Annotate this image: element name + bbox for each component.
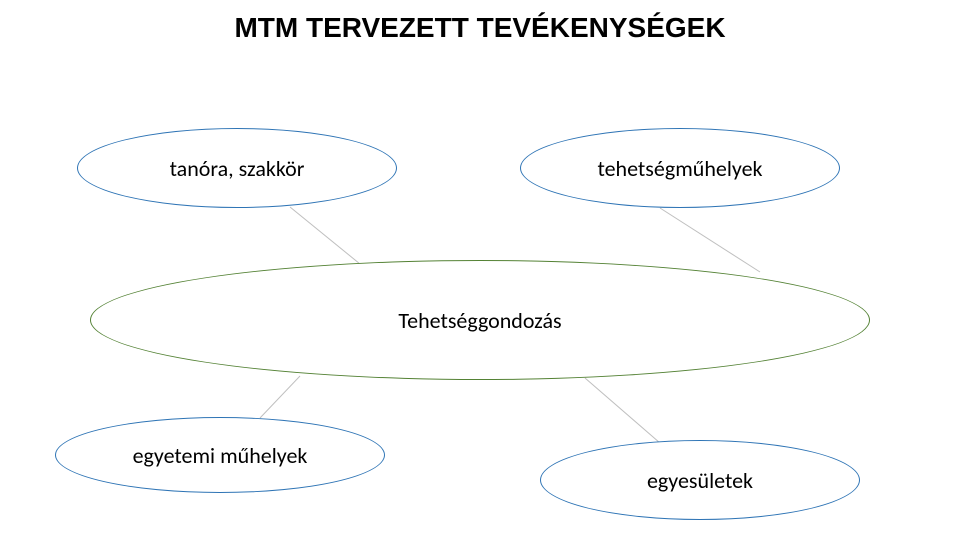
node-tanora: tanóra, szakkör bbox=[77, 128, 397, 208]
node-egyesuletek-label: egyesületek bbox=[647, 467, 753, 494]
node-tehetsegmuhelyek: tehetségműhelyek bbox=[520, 128, 840, 208]
connector-line bbox=[585, 378, 660, 443]
node-tanora-label: tanóra, szakkör bbox=[170, 155, 305, 182]
node-egyetemi: egyetemi műhelyek bbox=[55, 417, 385, 493]
page-title: MTM TERVEZETT TEVÉKENYSÉGEK bbox=[0, 12, 960, 44]
connector-line bbox=[290, 207, 360, 264]
node-egyetemi-label: egyetemi műhelyek bbox=[133, 442, 308, 469]
node-tehetsegmuhelyek-label: tehetségműhelyek bbox=[597, 155, 762, 182]
page-title-text: MTM TERVEZETT TEVÉKENYSÉGEK bbox=[234, 12, 725, 43]
node-center: Tehetséggondozás bbox=[90, 260, 870, 380]
connector-line bbox=[660, 208, 760, 272]
node-center-label: Tehetséggondozás bbox=[398, 307, 561, 334]
node-egyesuletek: egyesületek bbox=[540, 440, 860, 520]
connector-line bbox=[260, 376, 300, 418]
